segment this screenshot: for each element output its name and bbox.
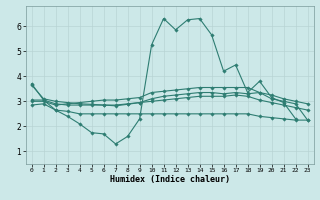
X-axis label: Humidex (Indice chaleur): Humidex (Indice chaleur) [109, 175, 230, 184]
